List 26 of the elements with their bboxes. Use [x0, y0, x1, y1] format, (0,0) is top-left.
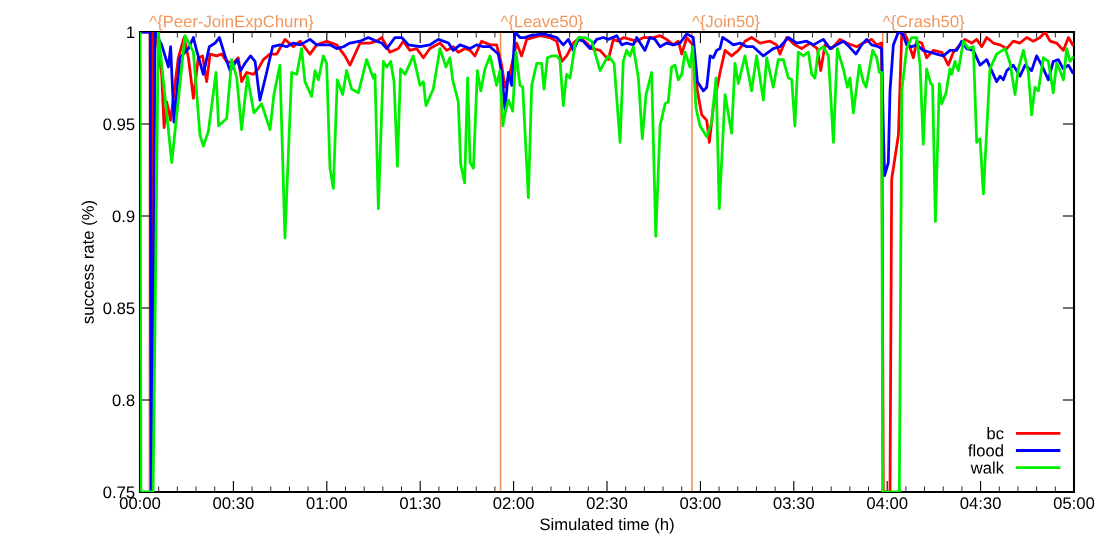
y-tick-label: 0.8	[112, 394, 135, 407]
x-tick-label: 02:00	[493, 497, 534, 510]
ref-line-label: ^{Leave50}	[500, 15, 584, 31]
x-tick-label: 04:00	[867, 497, 908, 510]
x-tick-label: 03:30	[773, 497, 814, 510]
ref-line-label: ^{Crash50}	[882, 15, 965, 31]
legend-label: walk	[970, 461, 1005, 474]
x-tick-label: 01:30	[400, 497, 441, 510]
x-axis-title: Simulated time (h)	[540, 517, 674, 534]
x-tick-label: 03:00	[680, 497, 721, 510]
legend-label: flood	[968, 444, 1003, 457]
x-tick-label: 01:00	[306, 497, 347, 510]
x-tick-label: 00:30	[213, 497, 254, 510]
x-tick-label: 02:30	[586, 497, 628, 510]
x-tick-label: 04:30	[960, 497, 1001, 510]
x-tick-label: 00:00	[119, 497, 161, 510]
y-tick-label: 0.95	[103, 118, 135, 131]
ref-line-label: ^{Join50}	[692, 15, 760, 31]
y-tick-label: 1	[127, 26, 135, 39]
y-tick-label: 0.9	[112, 210, 135, 223]
legend-label: bc	[987, 427, 1004, 440]
y-axis-title: success rate (%)	[81, 200, 98, 324]
y-tick-label: 0.75	[103, 486, 135, 499]
y-tick-label: 0.85	[103, 302, 135, 315]
ref-line-label: ^{Peer-JoinExpChurn}	[149, 15, 314, 31]
x-tick-label: 05:00	[1053, 497, 1095, 510]
